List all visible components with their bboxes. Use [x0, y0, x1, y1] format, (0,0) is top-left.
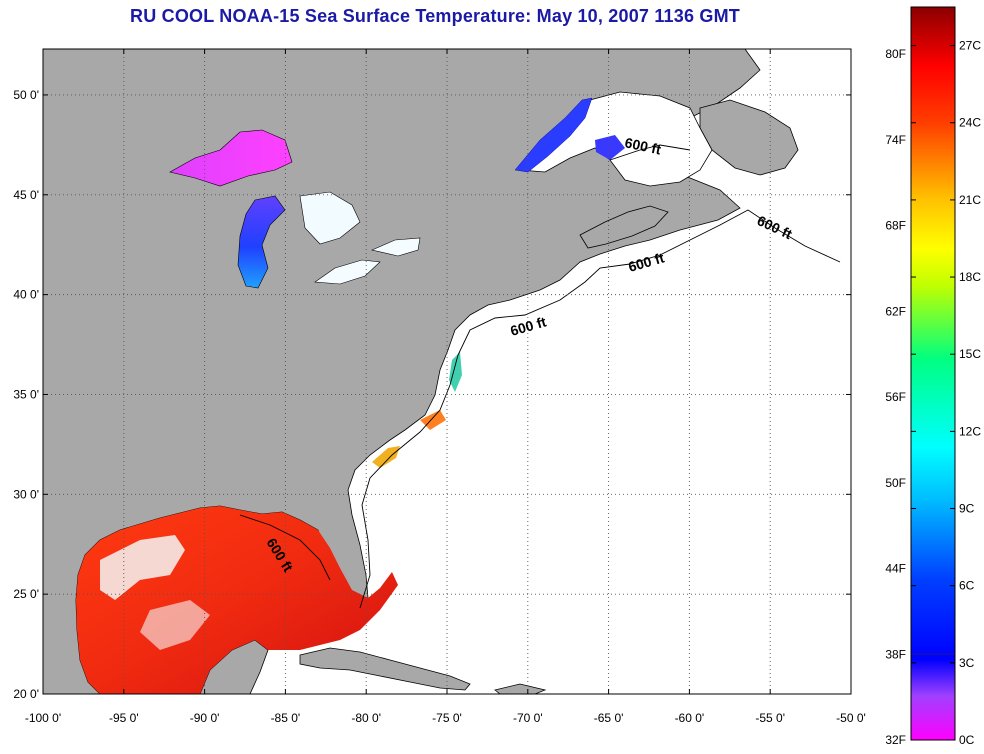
lon-tick-label: -75 0' — [432, 711, 462, 725]
colorbar-fahrenheit-label: 32F — [885, 733, 906, 747]
colorbar-fahrenheit-label: 62F — [885, 304, 906, 318]
lon-tick-label: -95 0' — [109, 711, 139, 725]
lat-tick-label: 20 0' — [13, 687, 39, 701]
colorbar-celsius-label: 3C — [959, 656, 975, 670]
colorbar-celsius-label: 12C — [959, 424, 981, 438]
colorbar-fahrenheit-label: 44F — [885, 562, 906, 576]
lon-tick-label: -50 0' — [836, 711, 866, 725]
lon-tick-label: -100 0' — [25, 711, 61, 725]
lake-huron — [299, 191, 361, 245]
lat-lon-grid — [43, 49, 851, 694]
carolina-sst — [372, 446, 400, 468]
gulf-clouds — [100, 535, 185, 600]
lat-tick-label: 45 0' — [13, 188, 39, 202]
land-hispaniola — [494, 683, 547, 694]
lat-tick-label: 30 0' — [13, 487, 39, 501]
chaleur-sst — [595, 135, 625, 160]
land-nova-scotia — [579, 205, 669, 249]
lon-tick-label: -70 0' — [513, 711, 543, 725]
lat-tick-label: 50 0' — [13, 88, 39, 102]
gulf-clouds-2 — [140, 600, 210, 650]
colorbar-fahrenheit-label: 80F — [885, 47, 906, 61]
colorbar-celsius-label: 18C — [959, 270, 981, 284]
lon-tick-label: -60 0' — [675, 711, 705, 725]
land-cuba — [299, 647, 471, 691]
colorbar-fahrenheit-label: 56F — [885, 390, 906, 404]
lat-tick-label: 25 0' — [13, 587, 39, 601]
lon-tick-label: -65 0' — [594, 711, 624, 725]
lake-erie — [314, 259, 381, 285]
colorbar-fahrenheit-label: 68F — [885, 219, 906, 233]
lat-tick-label: 35 0' — [13, 387, 39, 401]
colorbar-celsius-label: 27C — [959, 39, 981, 53]
colorbar-celsius-label: 15C — [959, 347, 981, 361]
colorbar-celsius-label: 6C — [959, 579, 975, 593]
lon-tick-label: -55 0' — [755, 711, 785, 725]
lon-tick-label: -85 0' — [271, 711, 301, 725]
map-title: RU COOL NOAA-15 Sea Surface Temperature:… — [130, 6, 740, 26]
colorbar-celsius-label: 24C — [959, 116, 981, 130]
lon-tick-label: -80 0' — [351, 711, 381, 725]
colorbar-celsius-label: 21C — [959, 193, 981, 207]
colorbar-fahrenheit-label: 50F — [885, 476, 906, 490]
colorbar — [911, 7, 955, 740]
isobath-label: 600 ft — [623, 134, 662, 157]
isobath-600ft — [239, 144, 841, 609]
lake-michigan — [237, 195, 286, 289]
colorbar-frame — [910, 6, 956, 741]
mid-atlantic-sst — [449, 352, 462, 392]
colorbar-celsius-label: 9C — [959, 502, 975, 516]
colorbar-fahrenheit-label: 38F — [885, 647, 906, 661]
st-lawrence-sst — [514, 97, 593, 173]
lat-tick-label: 40 0' — [13, 288, 39, 302]
lon-tick-label: -90 0' — [190, 711, 220, 725]
colorbar-marker — [911, 653, 955, 655]
colorbar-celsius-label: 0C — [959, 733, 975, 747]
land-north-america — [43, 49, 761, 694]
lake-superior — [169, 129, 293, 187]
lake-ontario — [371, 237, 421, 257]
colorbar-fahrenheit-label: 74F — [885, 133, 906, 147]
